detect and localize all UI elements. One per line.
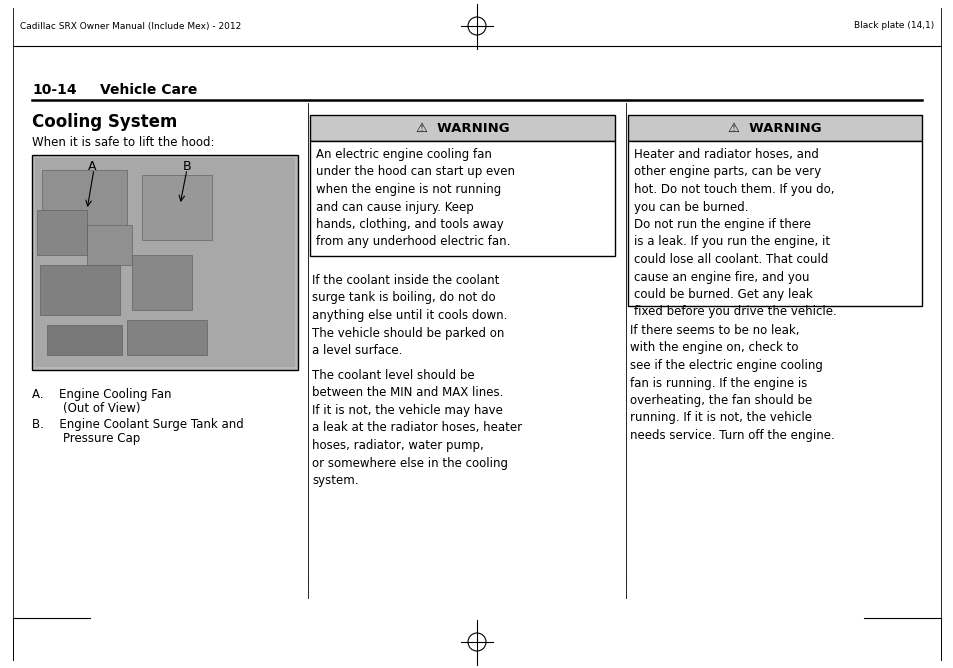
- Text: B: B: [182, 160, 192, 173]
- Text: If the coolant inside the coolant
surge tank is boiling, do not do
anything else: If the coolant inside the coolant surge …: [312, 274, 507, 357]
- Text: Vehicle Care: Vehicle Care: [100, 83, 197, 97]
- Bar: [47, 325, 122, 355]
- Text: B.  Engine Coolant Surge Tank and: B. Engine Coolant Surge Tank and: [32, 418, 244, 431]
- Text: Heater and radiator hoses, and
other engine parts, can be very
hot. Do not touch: Heater and radiator hoses, and other eng…: [634, 148, 834, 214]
- Text: 10-14: 10-14: [32, 83, 76, 97]
- Bar: [35, 158, 294, 367]
- Text: Do not run the engine if there
is a leak. If you run the engine, it
could lose a: Do not run the engine if there is a leak…: [634, 218, 836, 319]
- Bar: [127, 320, 207, 355]
- Bar: [37, 210, 87, 255]
- Bar: [32, 155, 297, 370]
- Text: Pressure Cap: Pressure Cap: [32, 432, 140, 445]
- Bar: [40, 265, 120, 315]
- Text: A.  Engine Cooling Fan: A. Engine Cooling Fan: [32, 388, 172, 401]
- Bar: [132, 255, 192, 310]
- Bar: [87, 225, 132, 265]
- Text: A: A: [88, 160, 96, 173]
- Text: (Out of View): (Out of View): [32, 402, 140, 415]
- Text: ⚠  WARNING: ⚠ WARNING: [727, 122, 821, 134]
- Bar: [142, 175, 212, 240]
- Text: ⚠  WARNING: ⚠ WARNING: [416, 122, 509, 134]
- Bar: [627, 115, 921, 141]
- Text: An electric engine cooling fan
under the hood can start up even
when the engine : An electric engine cooling fan under the…: [315, 148, 515, 248]
- Bar: [42, 170, 127, 250]
- Bar: [310, 141, 615, 256]
- Text: Cadillac SRX Owner Manual (Include Mex) - 2012: Cadillac SRX Owner Manual (Include Mex) …: [20, 21, 241, 31]
- Text: The coolant level should be
between the MIN and MAX lines.
If it is not, the veh: The coolant level should be between the …: [312, 369, 521, 487]
- Bar: [627, 141, 921, 306]
- Text: When it is safe to lift the hood:: When it is safe to lift the hood:: [32, 136, 214, 150]
- Text: If there seems to be no leak,
with the engine on, check to
see if the electric e: If there seems to be no leak, with the e…: [629, 324, 834, 442]
- Text: Black plate (14,1): Black plate (14,1): [853, 21, 933, 31]
- Text: Cooling System: Cooling System: [32, 113, 177, 131]
- Bar: [310, 115, 615, 141]
